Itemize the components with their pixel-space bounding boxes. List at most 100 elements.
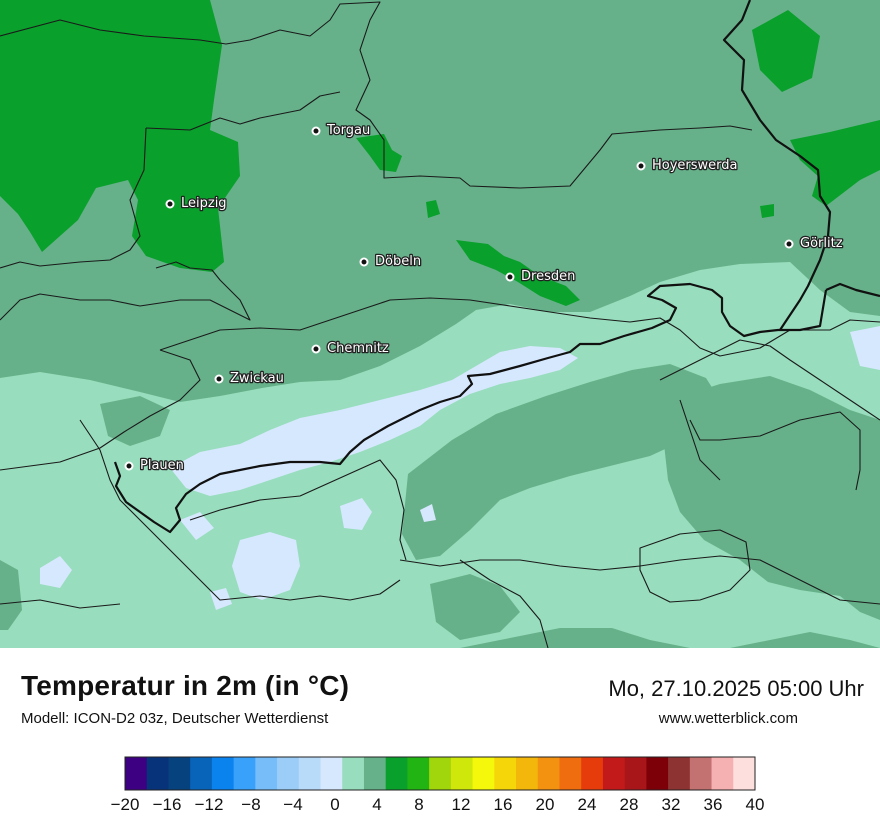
city-zwickau[interactable]: Zwickau [214, 370, 285, 387]
legend-swatch [689, 757, 712, 790]
legend-tick-label: −4 [283, 795, 302, 814]
legend-swatch [190, 757, 213, 790]
city-label-torgau: Torgau [326, 123, 370, 138]
ore-border [0, 599, 121, 609]
bohemian-basin-patch [402, 364, 720, 560]
germany-poland-border [722, 0, 832, 331]
legend-tick-label: 40 [746, 795, 765, 814]
band-4-6-patches [0, 364, 880, 640]
brandenburg-border [0, 1, 753, 189]
city-chemnitz[interactable]: Chemnitz [311, 340, 390, 357]
leipzig-district-border [145, 91, 341, 131]
southwest-patch [0, 560, 22, 630]
city-label-leipzig: Leipzig [181, 196, 227, 211]
national-border [113, 0, 880, 534]
legend-tick-label: −8 [241, 795, 260, 814]
torgau-warm-area [356, 134, 402, 172]
legend-tick-label: 4 [372, 795, 381, 814]
legend-swatch [255, 757, 278, 790]
leipzig-west-border [0, 127, 147, 269]
legend-swatch [277, 757, 300, 790]
legend-swatch [320, 757, 343, 790]
model-source: Modell: ICON-D2 03z, Deutscher Wetterdie… [21, 710, 329, 727]
forecast-datetime: Mo, 27.10.2025 05:00 Uhr [608, 676, 864, 701]
legend-tick-label: 36 [704, 795, 723, 814]
legend-tick-label: 20 [536, 795, 555, 814]
mulde-border [159, 297, 880, 357]
legend-swatch [494, 757, 517, 790]
legend-tick-label: 28 [620, 795, 639, 814]
city-hoyerswerda[interactable]: Hoyerswerda [636, 157, 739, 174]
district-borders [0, 1, 880, 648]
legend-swatch [581, 757, 604, 790]
legend-swatch [711, 757, 734, 790]
legend-swatch [450, 757, 473, 790]
legend-canvas: −20 −16 −12 −8 −4 0 4 8 12 16 20 24 28 32 36 40 [111, 756, 765, 814]
legend-swatch [168, 757, 191, 790]
legend-swatch [559, 757, 582, 790]
legend-swatch [125, 757, 148, 790]
city-label-plauen: Plauen [140, 458, 184, 473]
east-border-warm-area [790, 120, 880, 190]
city-doebeln[interactable]: Döbeln [359, 253, 422, 270]
legend-tick-label: 24 [578, 795, 597, 814]
legend-tick-label: −12 [195, 795, 224, 814]
legend-swatch [429, 757, 452, 790]
legend-swatch [146, 757, 169, 790]
plauen-border [79, 419, 401, 601]
cities: Torgau Hoyerswerda Leipzig Görlitz Döbel… [124, 122, 844, 474]
cold-spot-1 [340, 498, 372, 530]
city-label-zwickau: Zwickau [230, 371, 284, 386]
city-plauen[interactable]: Plauen [124, 457, 185, 474]
color-legend: −20 −16 −12 −8 −4 0 4 8 12 16 20 24 28 32 36 40 [100, 756, 790, 827]
czech-north-border [659, 339, 880, 421]
legend-swatch [385, 757, 408, 790]
cold-spot-5 [420, 504, 436, 522]
city-dresden[interactable]: Dresden [505, 268, 577, 285]
dresden-warm-area [456, 240, 580, 306]
band-0-2-areas [40, 326, 880, 610]
city-goerlitz[interactable]: Görlitz [784, 235, 844, 252]
small-warm-spot-1 [426, 200, 440, 218]
legend-swatches [124, 756, 756, 791]
city-leipzig[interactable]: Leipzig [165, 195, 228, 212]
west-district-border [0, 349, 201, 471]
small-warm-spot-2 [760, 204, 774, 218]
east-district-border [689, 411, 861, 491]
legend-tick-label: −16 [153, 795, 182, 814]
vogtland-cold-area [232, 532, 300, 600]
legend-tick-label: 8 [414, 795, 423, 814]
west-patch [100, 396, 170, 446]
legend-tick-label: −20 [111, 795, 140, 814]
legend-swatch [602, 757, 626, 790]
city-label-dresden: Dresden [521, 269, 575, 284]
city-label-hoyerswerda: Hoyerswerda [652, 158, 738, 173]
city-label-doebeln: Döbeln [375, 254, 421, 269]
legend-swatch [537, 757, 560, 790]
czech-west-border [679, 399, 721, 481]
legend-swatch [298, 757, 321, 790]
legend-swatch [211, 757, 235, 790]
city-torgau[interactable]: Torgau [311, 122, 372, 139]
legend-swatch [342, 757, 365, 790]
legend-swatch [472, 757, 495, 790]
cold-spot-6 [210, 588, 232, 610]
cold-spot-2 [40, 556, 72, 588]
south-patch [430, 574, 520, 640]
border-south-2 [459, 559, 549, 648]
legend-frame [124, 756, 756, 791]
legend-swatch [733, 757, 756, 790]
temperature-map[interactable]: Torgau Hoyerswerda Leipzig Görlitz Döbel… [0, 0, 880, 648]
legend-tick-label: 12 [452, 795, 471, 814]
ridge-cold-area [170, 346, 578, 496]
map-title: Temperatur in 2m (in °C) [21, 670, 350, 701]
legend-swatch [668, 757, 691, 790]
legend-swatch [363, 757, 387, 790]
legend-swatch [233, 757, 256, 790]
legend-swatch [624, 757, 647, 790]
cold-spot-4 [850, 326, 880, 370]
legend-tick-label: 32 [662, 795, 681, 814]
legend-swatch [646, 757, 669, 790]
germany-czech-border [113, 282, 880, 534]
leipzig-warm-area [0, 0, 240, 272]
